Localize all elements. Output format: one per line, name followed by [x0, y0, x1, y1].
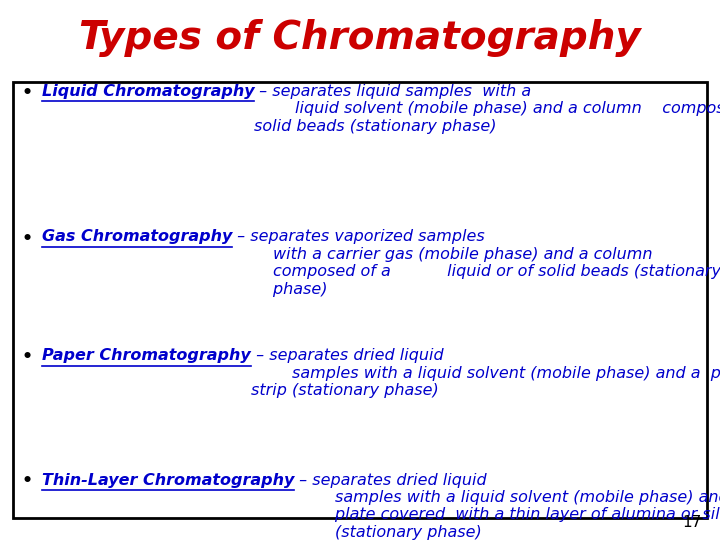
- Text: – separates vaporized samples
        with a carrier gas (mobile phase) and a co: – separates vaporized samples with a car…: [232, 230, 720, 296]
- Text: •: •: [22, 472, 32, 490]
- Text: 17: 17: [683, 515, 702, 530]
- Text: – separates liquid samples  with a
        liquid solvent (mobile phase) and a c: – separates liquid samples with a liquid…: [254, 84, 720, 133]
- Text: •: •: [22, 84, 32, 102]
- Text: Types of Chromatography: Types of Chromatography: [79, 19, 641, 57]
- Text: •: •: [22, 230, 32, 247]
- Text: – separates dried liquid
        samples with a liquid solvent (mobile phase) an: – separates dried liquid samples with a …: [294, 472, 720, 539]
- Text: Gas Chromatography: Gas Chromatography: [42, 230, 232, 245]
- Text: – separates dried liquid
        samples with a liquid solvent (mobile phase) an: – separates dried liquid samples with a …: [251, 348, 720, 398]
- FancyBboxPatch shape: [13, 82, 707, 518]
- Text: Liquid Chromatography: Liquid Chromatography: [42, 84, 254, 99]
- Text: Thin-Layer Chromatography: Thin-Layer Chromatography: [42, 472, 294, 488]
- Text: Paper Chromatography: Paper Chromatography: [42, 348, 251, 363]
- Text: •: •: [22, 348, 32, 366]
